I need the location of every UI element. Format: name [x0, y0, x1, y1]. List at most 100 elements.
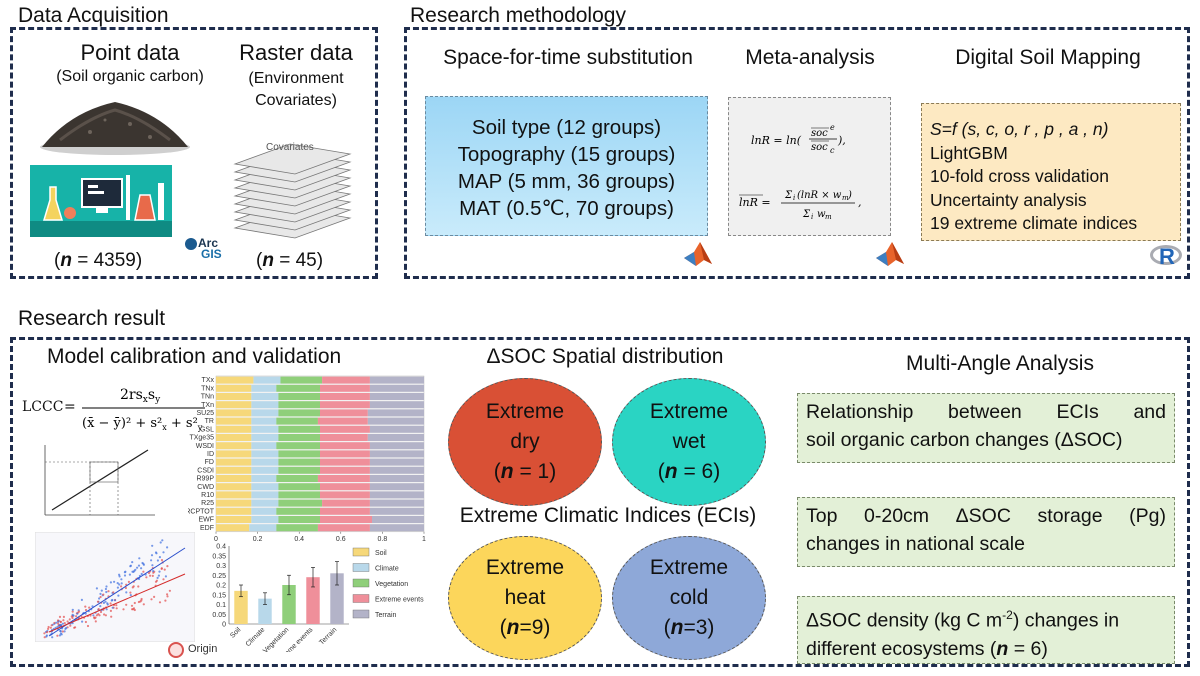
bar-y-tick-label: 0.15 — [212, 592, 226, 599]
scatter-point — [98, 597, 101, 600]
scatter-point — [159, 541, 162, 544]
scatter-point — [94, 620, 97, 623]
scatter-point — [103, 613, 106, 616]
stack-segment — [251, 483, 279, 491]
scatter-point — [109, 602, 112, 605]
stack-segment — [278, 401, 320, 409]
scatter-point — [107, 590, 110, 593]
stack-segment — [372, 516, 424, 523]
scatter-point — [75, 615, 78, 618]
stack-category-label: CSDI — [197, 467, 214, 474]
raster-data-title: Raster data — [239, 40, 353, 65]
stack-segment — [216, 483, 252, 491]
stack-segment — [320, 458, 370, 466]
matlab-icon-2 — [876, 242, 904, 266]
scatter-point — [45, 634, 48, 637]
scatter-point — [95, 614, 98, 617]
research-result-box — [10, 337, 1190, 667]
scatter-point — [161, 539, 164, 542]
stack-segment — [322, 376, 370, 384]
stack-segment — [280, 376, 323, 384]
scatter-point — [80, 598, 83, 601]
scatter-point — [145, 576, 148, 579]
scatter-point — [109, 581, 112, 584]
lccc-fraction: 2rsxsy (x̄ − ȳ)² + s²x + s²y — [82, 387, 205, 432]
scatter-point — [84, 608, 88, 612]
stack-category-label: EDF — [200, 525, 214, 532]
stack-segment — [216, 442, 252, 450]
stack-category-label: FD — [205, 459, 214, 466]
bar-mark — [282, 585, 296, 624]
stack-segment — [369, 491, 424, 499]
legend-swatch — [352, 594, 370, 603]
stack-segment — [320, 393, 370, 400]
stack-segment — [251, 401, 279, 409]
circle-dry-label-2: dry — [510, 430, 540, 453]
scatter-point — [151, 564, 154, 567]
scatter-point — [155, 552, 158, 555]
scatter-point — [60, 633, 63, 636]
stack-segment — [369, 401, 424, 409]
scatter-point — [58, 634, 61, 637]
svg-text:,: , — [858, 196, 862, 209]
stack-category-label: R25 — [201, 500, 214, 507]
scatter-point — [125, 603, 128, 606]
sft-line-topography: Topography (15 groups) — [457, 143, 676, 166]
raster-stack-image — [233, 143, 352, 239]
lab-equipment-image — [30, 165, 172, 237]
scatter-point — [158, 570, 161, 573]
scatter-point — [102, 601, 105, 604]
scatter-point — [71, 610, 74, 613]
stack-category-label: WSDI — [196, 443, 214, 450]
stack-segment — [369, 442, 424, 450]
stack-segment — [251, 425, 279, 433]
scatter-point — [69, 624, 72, 627]
stack-segment — [278, 425, 320, 433]
stack-category-label: TXx — [202, 377, 215, 384]
analysis-box-1-line-1: Relationship between ECIs and — [806, 401, 1166, 423]
scatter-point — [118, 573, 121, 576]
circle-wet-label-2: wet — [672, 430, 706, 453]
scatter-point — [46, 631, 49, 634]
svg-text:Σ: Σ — [784, 190, 793, 201]
stack-segment — [278, 499, 323, 507]
scatter-point — [152, 570, 155, 573]
scatter-point — [58, 615, 62, 618]
research-result-title: Research result — [18, 307, 166, 330]
dsm-line-climate-indices: 19 extreme climate indices — [930, 213, 1138, 233]
scatter-point — [142, 570, 145, 573]
scatter-point — [56, 634, 59, 637]
svg-text:w: w — [817, 209, 826, 220]
bar-mark — [306, 577, 320, 624]
svg-text:soc: soc — [811, 128, 828, 139]
stack-segment — [276, 475, 318, 482]
stack-segment — [320, 483, 370, 491]
dsm-line-lightgbm: LightGBM — [930, 142, 1008, 163]
scatter-point — [61, 630, 64, 633]
scatter-point — [140, 572, 143, 576]
scatter-point — [86, 624, 90, 628]
scatter-point — [99, 595, 102, 599]
stack-segment — [253, 376, 281, 384]
scatter-point — [47, 625, 50, 629]
scatter-point — [164, 575, 167, 578]
svg-text:i: i — [811, 213, 813, 221]
data-acquisition-title: Data Acquisition — [18, 4, 169, 27]
scatter-point — [131, 608, 134, 611]
analysis-box-2-line-1: Top 0-20cm ΔSOC storage (Pg) — [806, 505, 1166, 527]
scatter-point — [164, 599, 167, 602]
scatter-point — [160, 559, 164, 562]
svg-text:i: i — [793, 194, 795, 202]
scatter-point — [60, 623, 63, 626]
scatter-point — [129, 594, 132, 597]
covariates-label: Covariates — [266, 142, 314, 153]
scatter-point — [104, 600, 107, 603]
eci-title: Extreme Climatic Indices (ECIs) — [459, 504, 757, 527]
stack-segment — [317, 475, 370, 482]
scatter-point — [66, 620, 69, 623]
circle-extreme-cold: Extreme cold (n=3) — [612, 536, 766, 660]
scatter-point — [136, 566, 139, 569]
svg-text:(x̄ − ȳ)² + s²x + s²y: (x̄ − ȳ)² + s²x + s²y — [82, 416, 203, 432]
scatter-point — [138, 557, 141, 560]
scatter-point — [91, 605, 94, 608]
